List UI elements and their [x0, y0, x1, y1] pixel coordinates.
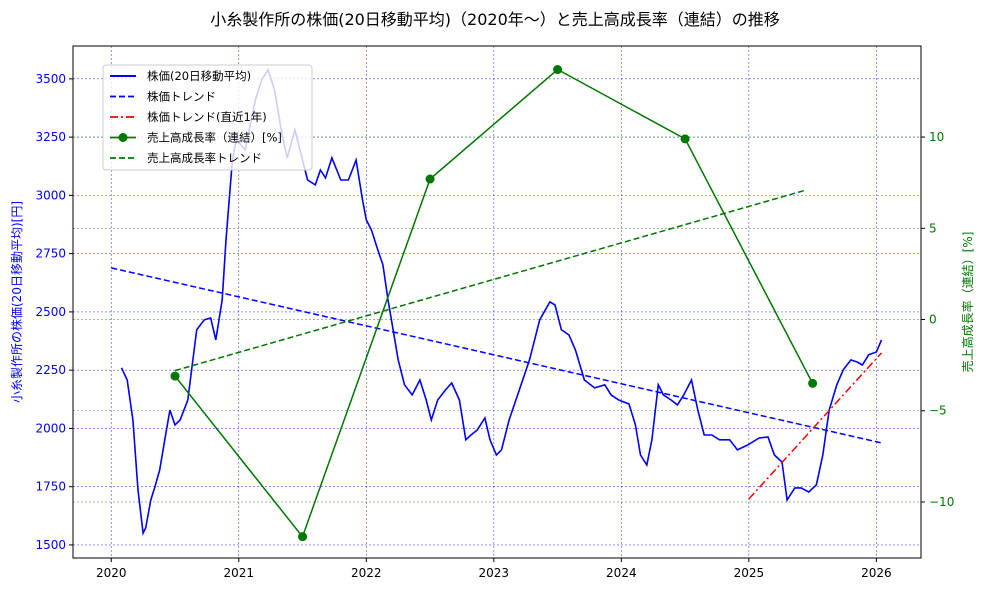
legend-marker	[118, 133, 128, 142]
y-right-tick-label: 0	[929, 313, 937, 327]
x-tick-label: 2023	[479, 566, 510, 580]
growth-point	[680, 134, 690, 144]
growth-point	[170, 371, 180, 381]
legend-label: 株価トレンド	[147, 90, 216, 104]
y-left-tick-label: 2500	[35, 305, 66, 319]
y-left-tick-label: 3500	[35, 72, 66, 86]
growth-trend-line	[174, 189, 807, 372]
growth-point	[808, 378, 818, 388]
y-left-tick-label: 2250	[35, 363, 66, 377]
y-right-tick-label: −10	[929, 495, 954, 509]
plot-frame	[72, 45, 922, 559]
growth-point	[425, 174, 435, 184]
x-tick-label: 2022	[351, 566, 382, 580]
y-right-label: 売上高成長率（連結）[%]	[960, 232, 975, 373]
growth-point	[553, 65, 563, 75]
y-right-tick-label: −5	[929, 404, 947, 418]
growth-line	[174, 68, 814, 539]
y-left-tick-label: 3250	[35, 130, 66, 144]
legend-label: 売上高成長率（連結）[%]	[147, 131, 282, 145]
y-left-tick-label: 1500	[35, 538, 66, 552]
y-right-tick-label: 5	[929, 221, 937, 235]
y-left-tick-label: 2750	[35, 247, 66, 261]
x-tick-label: 2024	[606, 566, 637, 580]
x-tick-label: 2020	[96, 566, 127, 580]
plot-marks	[111, 65, 883, 542]
axis-ticks: 2020 2021 2022 2023 2024 2025 2026 1500 1750 2000…	[35, 72, 954, 580]
x-tick-label: 2026	[861, 566, 892, 580]
x-tick-label: 2025	[734, 566, 765, 580]
legend-box	[102, 64, 313, 171]
legend-label: 株価(20日移動平均)	[147, 69, 251, 83]
y-left-tick-label: 2000	[35, 421, 66, 435]
price-trend-line	[111, 267, 882, 444]
legend-label: 株価トレンド(直近1年)	[147, 110, 267, 124]
y-left-label: 小糸製作所の株価(20日移動平均)[円]	[9, 201, 24, 403]
recent-trend-line	[748, 352, 883, 500]
y-right-tick-label: 10	[929, 130, 944, 144]
legend-label: 売上高成長率トレンド	[147, 151, 262, 165]
price-line	[120, 67, 883, 536]
growth-point	[298, 532, 308, 542]
x-tick-label: 2021	[224, 566, 255, 580]
chart-title: 小糸製作所の株価(20日移動平均)（2020年〜）と売上高成長率（連結）の推移	[210, 10, 780, 29]
y-left-tick-label: 3000	[35, 188, 66, 202]
y-left-tick-label: 1750	[35, 480, 66, 494]
